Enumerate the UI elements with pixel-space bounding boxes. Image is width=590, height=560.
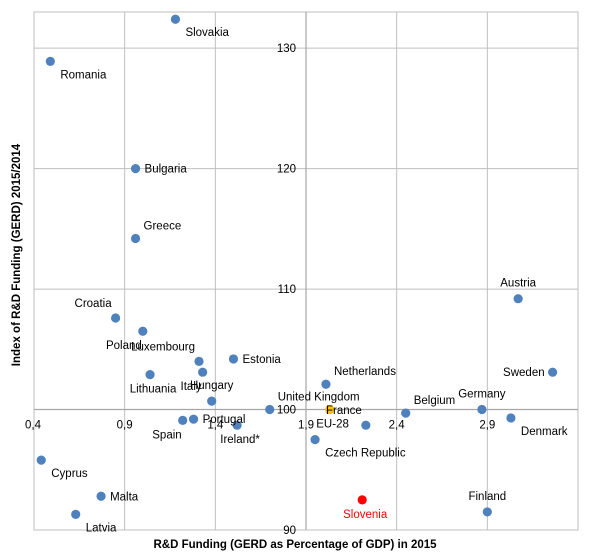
y-tick-label: 90 (283, 525, 296, 537)
point-greece (130, 233, 141, 244)
point-cyprus (36, 455, 46, 465)
y-tick-label: 130 (277, 43, 296, 55)
label-latvia: Latvia (86, 522, 117, 534)
label-cyprus: Cyprus (51, 468, 88, 480)
label-germany: Germany (458, 389, 506, 401)
label-luxembourg: Luxembourg (131, 341, 195, 353)
axes (34, 12, 578, 530)
label-italy: Italy (181, 381, 202, 393)
point-estonia (228, 354, 239, 364)
label-portugal: Portugal (203, 414, 246, 426)
point-malta (96, 491, 106, 501)
point-netherlands (321, 379, 331, 389)
tick-labels: 0,4 0,9 1,4 1,9 2,4 2,9 90 100 110 120 130 (25, 43, 495, 537)
point-italy (198, 367, 208, 377)
y-tick-label: 120 (277, 164, 296, 176)
point-germany (477, 404, 487, 415)
point-eu-28 (324, 404, 335, 415)
x-tick-label: 1,9 (298, 420, 314, 432)
point-denmark (506, 413, 516, 423)
label-romania: Romania (60, 69, 107, 81)
point-latvia (71, 509, 81, 519)
point-ireland (232, 420, 242, 430)
x-tick-label: 0,9 (117, 420, 133, 432)
point-finland (482, 507, 492, 517)
label-belgium: Belgium (414, 395, 456, 407)
data-labels: Slovakia Romania Bulgaria Greece Austria Croa… (51, 27, 568, 534)
x-tick-label: 1,4 (207, 420, 224, 432)
x-tick-label: 2,9 (479, 420, 495, 432)
point-portugal (188, 414, 199, 424)
x-axis-title: R&D Funding (GERD as Percentage of GDP) … (153, 539, 437, 551)
point-romania (45, 56, 55, 66)
label-finland: Finland (468, 491, 506, 503)
point-france (361, 420, 371, 430)
label-slovenia: Slovenia (343, 509, 388, 521)
point-hungary (207, 396, 217, 406)
point-luxembourg (194, 356, 204, 366)
y-tick-label: 110 (278, 284, 296, 296)
label-croatia: Croatia (75, 298, 113, 310)
label-sweden: Sweden (503, 367, 545, 379)
label-malta: Malta (110, 491, 139, 503)
label-denmark: Denmark (521, 426, 568, 438)
y-tick-label: 100 (277, 405, 296, 417)
label-ireland: Ireland* (220, 434, 260, 446)
label-poland: Poland (106, 340, 142, 352)
point-austria (513, 294, 523, 304)
point-united-kingdom (265, 404, 275, 415)
point-spain (178, 415, 188, 425)
x-tick-label: 2,4 (389, 420, 406, 432)
label-austria: Austria (500, 278, 536, 290)
point-czech-republic (310, 435, 320, 445)
label-lithuania: Lithuania (130, 384, 177, 396)
label-slovakia: Slovakia (185, 27, 229, 39)
label-france: France (326, 405, 362, 417)
label-czech-republic: Czech Republic (325, 448, 406, 460)
point-lithuania (145, 370, 155, 380)
data-points (36, 14, 558, 519)
point-poland (138, 326, 148, 336)
label-netherlands: Netherlands (334, 366, 396, 378)
label-hungary: Hungary (190, 380, 234, 392)
point-bulgaria (130, 164, 141, 174)
point-slovenia (357, 495, 367, 505)
y-axis-title: Index of R&D Funding (GERD) 2015/2014 (11, 143, 23, 366)
point-slovakia (170, 14, 181, 24)
label-united-kingdom: United Kingdom (278, 392, 360, 404)
label-eu-28: EU-28 (316, 419, 349, 431)
label-greece: Greece (144, 220, 182, 232)
point-sweden (548, 367, 558, 377)
label-spain: Spain (152, 429, 181, 441)
label-estonia: Estonia (242, 354, 281, 366)
x-tick-label: 0,4 (25, 420, 42, 432)
point-croatia (111, 313, 121, 323)
point-belgium (401, 408, 411, 418)
label-bulgaria: Bulgaria (145, 164, 188, 176)
